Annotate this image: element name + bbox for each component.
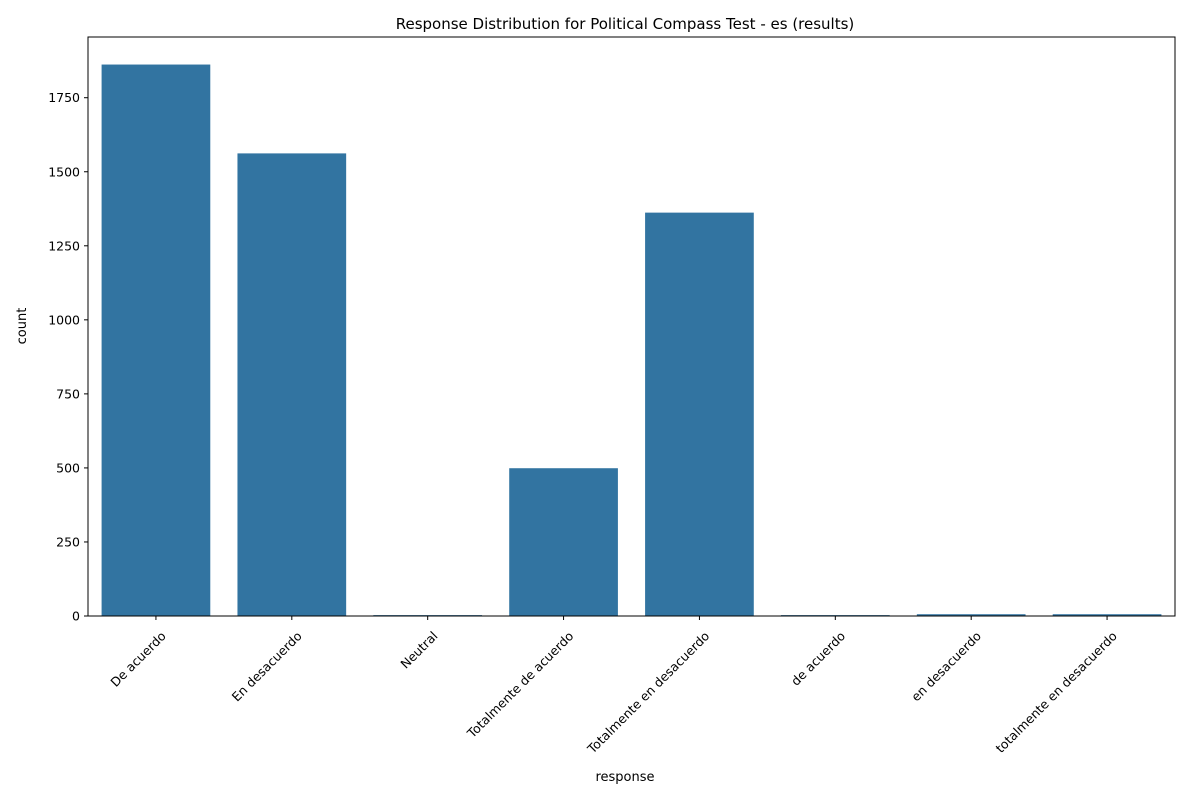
y-axis: 0 250 500 750 1000 1250 1500 1750 — [48, 90, 88, 624]
bars-group — [101, 64, 1162, 617]
x-tick-label: Totalmente en desacuerdo — [584, 628, 713, 757]
x-tick-label: Totalmente de acuerdo — [463, 628, 576, 741]
y-tick-label: 1750 — [48, 90, 80, 105]
y-tick-label: 500 — [56, 460, 80, 475]
x-tick-label: en desacuerdo — [908, 628, 984, 704]
y-tick-label: 1000 — [48, 312, 80, 327]
y-tick-label: 1500 — [48, 164, 80, 179]
bar-totalmente-en-desacuerdo — [645, 212, 754, 616]
chart-title: Response Distribution for Political Comp… — [396, 15, 855, 33]
x-axis: De acuerdo En desacuerdo Neutral Totalmente… — [107, 616, 1120, 757]
bar-en-desacuerdo — [916, 614, 1026, 616]
y-tick-label: 750 — [56, 386, 80, 401]
plot-frame — [87, 36, 1176, 617]
bar-totalmente-de-acuerdo — [509, 468, 618, 616]
y-tick-label: 0 — [72, 609, 80, 624]
bar-de-acuerdo — [101, 64, 211, 617]
y-tick-label: 250 — [56, 534, 80, 549]
x-axis-label: response — [595, 770, 654, 785]
bar-totalmente-en-desacuerdo — [1052, 614, 1162, 616]
x-tick-label: totalmente en desacuerdo — [992, 628, 1120, 756]
y-axis-label: count — [15, 308, 30, 345]
bar-en-desacuerdo — [237, 153, 347, 616]
y-tick-label: 1250 — [48, 238, 80, 253]
x-tick-label: De acuerdo — [107, 628, 168, 689]
x-tick-label: Neutral — [397, 628, 440, 671]
x-tick-label: En desacuerdo — [229, 628, 305, 704]
x-tick-label: de acuerdo — [788, 628, 848, 688]
